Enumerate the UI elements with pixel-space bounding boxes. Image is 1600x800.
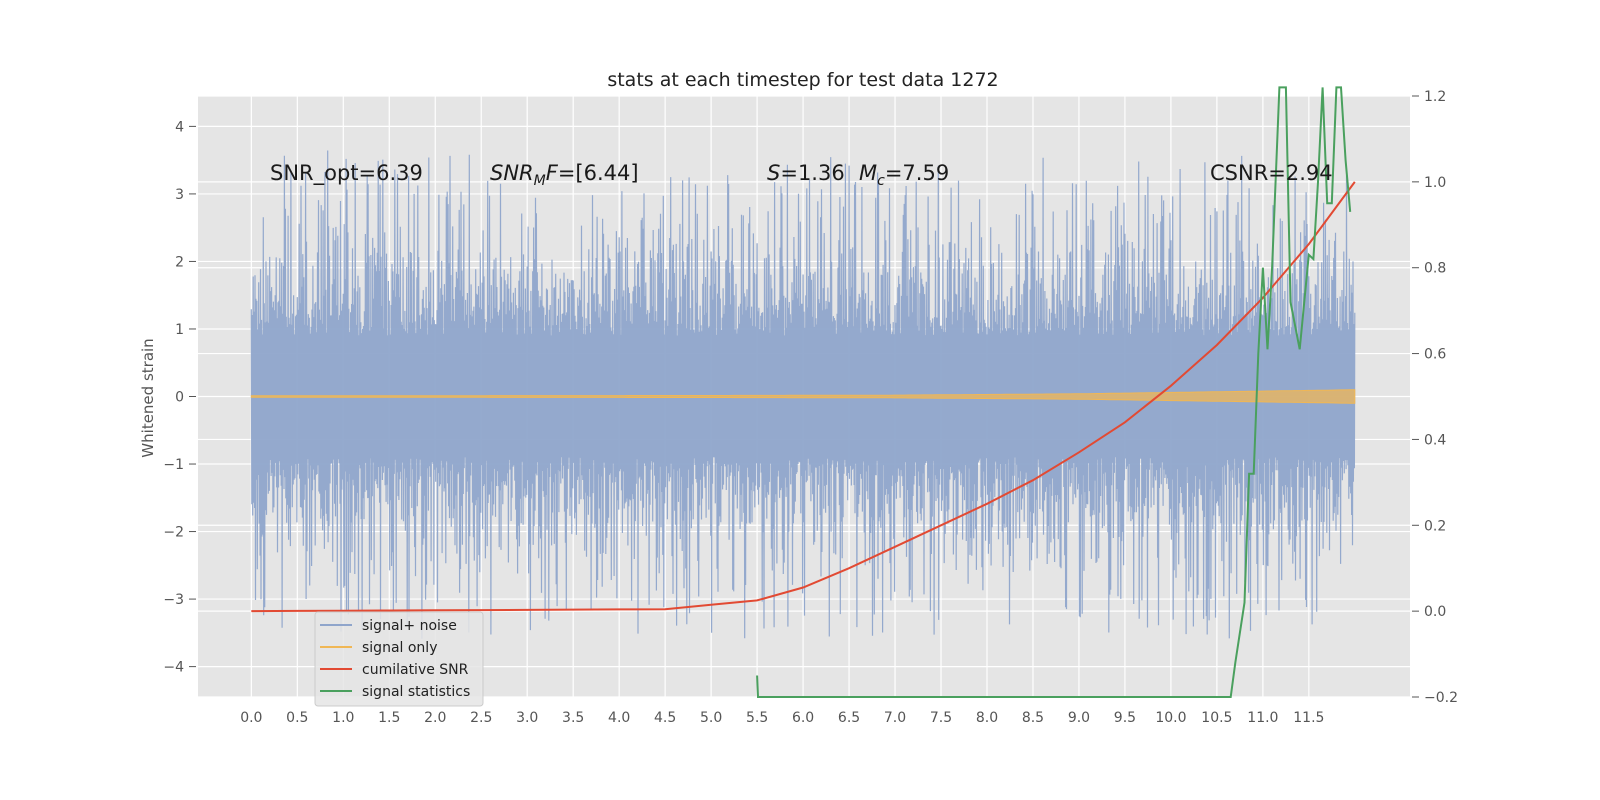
y2-tick-label: −0.2 — [1424, 690, 1458, 706]
x-tick-label: 10.0 — [1155, 710, 1186, 726]
y-tick-label: −1 — [163, 457, 184, 473]
mc-sub: c — [877, 173, 885, 189]
x-tick-label: 11.5 — [1293, 710, 1324, 726]
x-tick-label: 0.0 — [240, 710, 262, 726]
legend: signal+ noise signal only cumilative SNR si… — [314, 611, 484, 707]
x-tick-label: 4.5 — [654, 710, 676, 726]
y-tick-label: 4 — [175, 119, 184, 135]
legend-box — [314, 611, 484, 707]
series-cumulative-snr-line — [251, 181, 1356, 613]
y2-tick-label: 1.0 — [1424, 175, 1446, 191]
x-tick-label: 6.0 — [792, 710, 814, 726]
s-italic: S — [767, 161, 780, 185]
legend-label: signal+ noise — [362, 618, 457, 634]
s-rest: =1.36 — [780, 161, 844, 185]
axes: 0.0 0.5 1.0 1.5 2.0 2.5 3.0 3.5 4.0 4.5 5.0 5.5 6.0 6… — [163, 89, 1458, 726]
y2-tick-label: 0.6 — [1424, 347, 1446, 363]
x-tick-label: 2.0 — [424, 710, 446, 726]
x-tick-label: 5.0 — [700, 710, 722, 726]
series-signal-noise-line — [250, 150, 1356, 639]
series-signal-only-band — [250, 389, 1356, 404]
x-tick-label: 8.0 — [976, 710, 998, 726]
annotations: SNR_opt=6.39 SNRMF=[6.44] S=1.36 Mc=7.59… — [270, 161, 1333, 189]
y2-tick-label: 0.2 — [1424, 518, 1446, 534]
x-tick-label: 1.5 — [378, 710, 400, 726]
y-tick-label: 2 — [175, 254, 184, 270]
chart-title: stats at each timestep for test data 127… — [607, 69, 998, 91]
snr-mf-main: SNR — [490, 161, 534, 185]
y2-tick-label: 0.4 — [1424, 432, 1446, 448]
csnr-annotation: CSNR=2.94 — [1210, 161, 1333, 185]
mc-rest: =7.59 — [885, 161, 949, 185]
legend-label: signal only — [362, 640, 437, 656]
y-tick-label: −4 — [163, 660, 184, 676]
snr-mf-f: F — [546, 161, 559, 185]
x-tick-label: 4.0 — [608, 710, 630, 726]
series-signal-statistics-line — [756, 86, 1352, 698]
y-tick-label: −2 — [163, 525, 184, 541]
s-annotation: S=1.36 — [767, 161, 845, 185]
x-tick-label: 1.0 — [332, 710, 354, 726]
y-tick-label: 0 — [175, 390, 184, 406]
x-tick-label: 7.0 — [884, 710, 906, 726]
snr-opt-annotation: SNR_opt=6.39 — [270, 161, 423, 186]
x-tick-label: 7.5 — [930, 710, 952, 726]
y2-tick-label: 0.0 — [1424, 604, 1446, 620]
chart-marks — [250, 86, 1356, 698]
snr-mf-rest: =[6.44] — [558, 161, 639, 185]
x-tick-label: 11.0 — [1247, 710, 1278, 726]
mc-italic: M — [859, 161, 877, 185]
x-tick-label: 2.5 — [470, 710, 492, 726]
legend-label: cumilative SNR — [362, 662, 469, 678]
x-tick-label: 3.0 — [516, 710, 538, 726]
y-axis-label: Whitened strain — [139, 338, 157, 457]
x-tick-label: 8.5 — [1022, 710, 1044, 726]
x-tick-label: 9.0 — [1068, 710, 1090, 726]
x-tick-label: 0.5 — [286, 710, 308, 726]
x-tick-label: 10.5 — [1201, 710, 1232, 726]
x-tick-label: 6.5 — [838, 710, 860, 726]
x-tick-label: 5.5 — [746, 710, 768, 726]
mc-annotation: Mc=7.59 — [859, 161, 949, 189]
x-tick-label: 9.5 — [1114, 710, 1136, 726]
y-tick-label: 3 — [175, 187, 184, 203]
snr-mf-annotation: SNRMF=[6.44] — [490, 161, 639, 189]
y-tick-label: −3 — [163, 592, 184, 608]
x-tick-label: 3.5 — [562, 710, 584, 726]
y2-tick-label: 0.8 — [1424, 261, 1446, 277]
legend-label: signal statistics — [362, 684, 470, 700]
y-tick-label: 1 — [175, 322, 184, 338]
y2-tick-label: 1.2 — [1424, 89, 1446, 105]
snr-mf-sub: M — [534, 173, 546, 189]
